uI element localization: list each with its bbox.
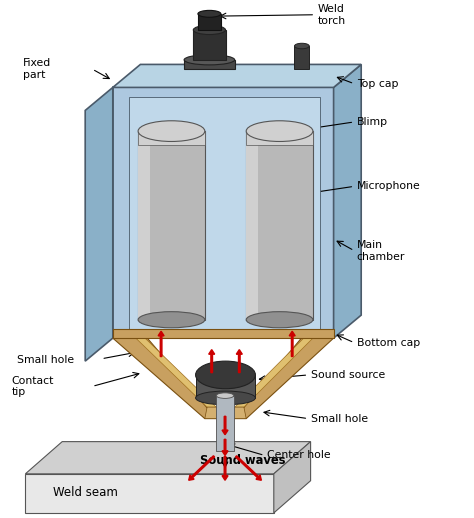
Bar <box>216 396 234 451</box>
Text: Blimp: Blimp <box>356 117 388 127</box>
Ellipse shape <box>294 44 309 49</box>
Bar <box>113 329 334 338</box>
Text: Weld seam: Weld seam <box>53 486 118 499</box>
Bar <box>246 131 313 320</box>
Polygon shape <box>113 338 216 419</box>
Text: Center hole: Center hole <box>267 451 330 461</box>
Ellipse shape <box>196 361 255 388</box>
Ellipse shape <box>216 393 234 398</box>
Polygon shape <box>26 442 310 474</box>
Bar <box>294 46 309 69</box>
Text: Contact
tip: Contact tip <box>11 376 54 397</box>
Bar <box>246 131 313 145</box>
Polygon shape <box>136 338 216 407</box>
Bar <box>138 131 150 320</box>
FancyArrow shape <box>222 439 228 455</box>
Ellipse shape <box>138 121 205 141</box>
Text: Small hole: Small hole <box>310 414 368 424</box>
Text: Bottom cap: Bottom cap <box>356 338 420 348</box>
Bar <box>198 14 221 30</box>
Bar <box>196 375 255 398</box>
Bar <box>138 131 205 145</box>
Bar <box>138 131 205 320</box>
FancyArrow shape <box>237 350 242 372</box>
Ellipse shape <box>198 10 221 17</box>
Polygon shape <box>274 442 310 513</box>
Ellipse shape <box>184 55 235 65</box>
Ellipse shape <box>196 391 255 405</box>
Ellipse shape <box>138 312 205 328</box>
Text: Microphone: Microphone <box>356 181 420 191</box>
Text: Main
chamber: Main chamber <box>356 240 405 262</box>
Polygon shape <box>235 338 334 419</box>
Ellipse shape <box>246 121 313 141</box>
FancyArrow shape <box>209 350 215 372</box>
Text: Small hole: Small hole <box>17 355 74 365</box>
Text: Weld
torch: Weld torch <box>318 4 346 25</box>
Ellipse shape <box>193 25 226 35</box>
FancyArrow shape <box>289 331 295 356</box>
Polygon shape <box>113 64 361 88</box>
Bar <box>129 97 320 329</box>
FancyArrow shape <box>158 331 164 356</box>
FancyArrow shape <box>236 456 261 480</box>
Bar <box>193 30 226 60</box>
FancyArrow shape <box>222 416 228 435</box>
Text: Sound source: Sound source <box>310 370 385 380</box>
Polygon shape <box>113 88 334 338</box>
Text: Top cap: Top cap <box>356 79 398 89</box>
FancyArrow shape <box>222 456 228 480</box>
Bar <box>246 131 258 320</box>
Ellipse shape <box>246 312 313 328</box>
Polygon shape <box>85 88 113 361</box>
Bar <box>184 60 235 69</box>
Text: Fixed
part: Fixed part <box>23 58 51 80</box>
Polygon shape <box>205 407 246 419</box>
FancyArrow shape <box>189 456 215 480</box>
Polygon shape <box>334 64 361 338</box>
Polygon shape <box>235 338 313 407</box>
Polygon shape <box>26 474 274 513</box>
Text: Sound waves: Sound waves <box>200 454 286 467</box>
